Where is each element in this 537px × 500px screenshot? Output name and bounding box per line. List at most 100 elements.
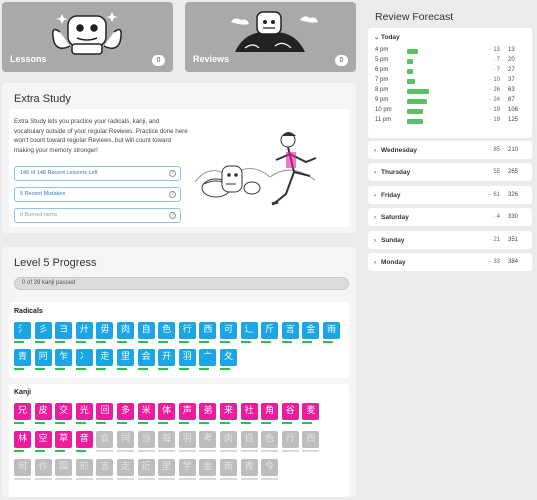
kanji-item[interactable]: 麦 [302, 403, 320, 420]
locked-kanji-item[interactable]: 毎 [158, 431, 176, 448]
kanji-item[interactable]: 声 [178, 403, 196, 420]
reviews-tile[interactable]: Reviews 0 [185, 2, 356, 72]
radical-item[interactable]: 羽 [178, 349, 196, 366]
kanji-item[interactable]: 兄 [14, 403, 31, 420]
locked-kanji-item[interactable]: 考 [199, 431, 217, 448]
srs-progress-bar [261, 478, 279, 480]
radical-item[interactable]: 冋 [34, 349, 52, 366]
locked-kanji-item[interactable]: 何 [14, 459, 31, 476]
kanji-item[interactable]: 交 [55, 403, 73, 420]
locked-kanji-item[interactable]: 作 [34, 459, 52, 476]
locked-kanji-item[interactable]: 学 [178, 459, 196, 476]
radical-item[interactable]: 雨 [323, 322, 340, 339]
forecast-hour-total: 63 [508, 87, 515, 93]
lessons-tile[interactable]: Lessons 0 [2, 2, 173, 72]
radical-item[interactable]: 冫 [75, 349, 93, 366]
srs-progress-bar [158, 368, 169, 370]
radical-item[interactable]: 行 [178, 322, 196, 339]
kanji-item[interactable]: 多 [117, 403, 134, 420]
locked-kanji-item[interactable]: 同 [117, 431, 134, 448]
kanji-item[interactable]: 音 [75, 431, 93, 448]
locked-kanji-item[interactable]: 会 [96, 431, 114, 448]
kanji-item[interactable]: 弟 [199, 403, 217, 420]
lessons-illustration-icon [52, 12, 122, 55]
kanji-item[interactable]: 社 [240, 403, 258, 420]
srs-progress-bar [240, 422, 251, 424]
radical-item[interactable]: 辶 [240, 322, 258, 339]
forecast-day-row[interactable]: › Friday [374, 192, 401, 199]
forecast-hour-total: 20 [508, 57, 515, 63]
help-icon[interactable]: ? [169, 191, 176, 198]
radical-item[interactable]: 可 [220, 322, 237, 339]
kanji-item[interactable]: 回 [96, 403, 114, 420]
radical-item[interactable]: 西 [199, 322, 217, 339]
radical-item[interactable]: 乍 [55, 349, 73, 366]
radical-item[interactable]: 毋 [96, 322, 114, 339]
radical-item[interactable]: 青 [14, 349, 31, 366]
locked-kanji-item[interactable]: 言 [96, 459, 114, 476]
forecast-day-row[interactable]: › Thursday [374, 169, 410, 176]
help-icon[interactable]: ? [169, 212, 176, 219]
kanji-item[interactable]: 草 [55, 431, 73, 448]
kanji-item[interactable]: 光 [75, 403, 93, 420]
forecast-day-row[interactable]: › Saturday [374, 214, 409, 221]
forecast-hour-total: 27 [508, 67, 515, 73]
radical-item[interactable]: 彡 [34, 322, 52, 339]
locked-kanji-item[interactable]: 里 [158, 459, 176, 476]
srs-progress-bar [220, 450, 237, 452]
radical-item[interactable]: 走 [96, 349, 114, 366]
radical-item[interactable]: 会 [137, 349, 155, 366]
locked-kanji-item[interactable]: 近 [137, 459, 155, 476]
locked-kanji-item[interactable]: 青 [240, 459, 258, 476]
kanji-item[interactable]: 来 [220, 403, 237, 420]
kanji-item[interactable]: 林 [14, 431, 31, 448]
kanji-item[interactable]: 皮 [34, 403, 52, 420]
forecast-day-row[interactable]: › Monday [374, 259, 406, 266]
locked-kanji-item[interactable]: 当 [137, 431, 155, 448]
locked-kanji-item[interactable]: 羽 [178, 431, 196, 448]
locked-kanji-item[interactable]: 今 [261, 459, 279, 476]
locked-kanji-item[interactable]: 雨 [220, 459, 237, 476]
locked-kanji-item[interactable]: 肉 [220, 431, 237, 448]
locked-kanji-item[interactable]: 図 [55, 459, 73, 476]
radical-item[interactable]: 夂 [220, 349, 237, 366]
forecast-hour-total: 106 [508, 107, 519, 113]
forecast-day-today[interactable]: ⌄ Today [374, 34, 400, 41]
radical-item[interactable]: 里 [117, 349, 134, 366]
forecast-hour-label: 5 pm [375, 57, 389, 63]
radical-item[interactable]: 金 [302, 322, 320, 339]
locked-kanji-item[interactable]: 自 [240, 431, 258, 448]
srs-progress-bar [137, 368, 148, 370]
radical-item[interactable]: 亠 [199, 349, 217, 366]
radical-item[interactable]: 言 [281, 322, 299, 339]
kanji-item[interactable]: 谷 [281, 403, 299, 420]
chevron-right-icon: › [374, 170, 376, 177]
help-icon[interactable]: ? [169, 170, 176, 177]
recent-lessons-button[interactable]: 146 of 148 Recent Lessons Left ? [14, 166, 181, 181]
radical-item[interactable]: 廾 [75, 322, 93, 339]
radical-item[interactable]: 斤 [261, 322, 279, 339]
kanji-item[interactable]: 米 [137, 403, 155, 420]
locked-kanji-item[interactable]: 形 [75, 459, 93, 476]
locked-kanji-item[interactable]: 金 [199, 459, 217, 476]
radical-item[interactable]: ヨ [55, 322, 73, 339]
radical-item[interactable]: 肉 [117, 322, 134, 339]
radical-item[interactable]: 色 [158, 322, 176, 339]
radical-item[interactable]: 氵 [14, 322, 31, 339]
locked-kanji-item[interactable]: 色 [261, 431, 279, 448]
locked-kanji-item[interactable]: 走 [117, 459, 134, 476]
locked-kanji-item[interactable]: 西 [302, 431, 320, 448]
radical-item[interactable]: 开 [158, 349, 176, 366]
burned-items-button[interactable]: 0 Burned Items ? [14, 208, 181, 223]
locked-kanji-item[interactable]: 行 [281, 431, 299, 448]
recent-mistakes-button[interactable]: 5 Recent Mistakes ? [14, 187, 181, 202]
forecast-day-new: · 55 [489, 169, 500, 176]
kanji-item[interactable]: 角 [261, 403, 279, 420]
kanji-item[interactable]: 空 [34, 431, 52, 448]
forecast-day-row[interactable]: › Wednesday [374, 147, 417, 154]
forecast-day-row[interactable]: › Sunday [374, 237, 404, 244]
kanji-item[interactable]: 体 [158, 403, 176, 420]
radical-item[interactable]: 自 [137, 322, 155, 339]
forecast-hour-new: · 7 [492, 67, 500, 73]
chevron-down-icon: ⌄ [374, 35, 380, 41]
